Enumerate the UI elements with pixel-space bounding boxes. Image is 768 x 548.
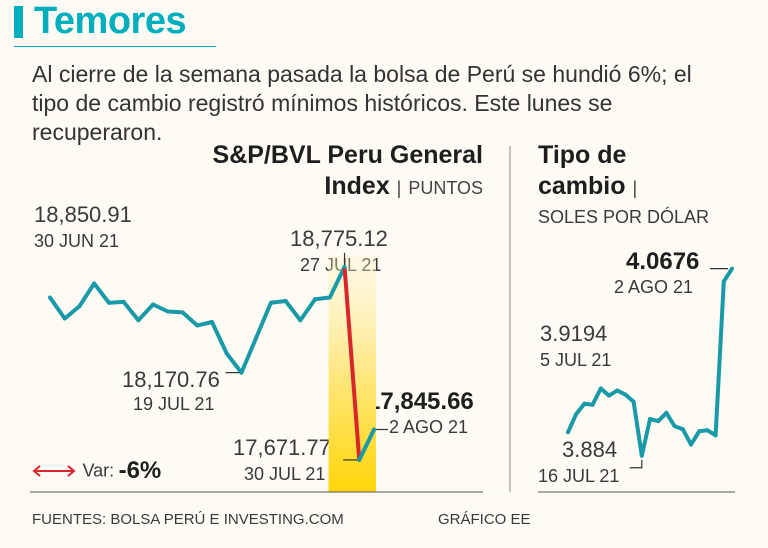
index-point <box>151 302 156 307</box>
fx-title-line1: Tipo de <box>538 141 627 169</box>
fx-point <box>689 442 693 447</box>
variation-label: Var: <box>82 460 115 481</box>
index-title-line1: S&P/BVL Peru General <box>212 141 483 169</box>
variation-legend: Var: -6% <box>30 457 161 485</box>
index-point <box>92 281 97 286</box>
index-point <box>136 318 141 323</box>
fx-point <box>590 402 595 407</box>
fx-point <box>574 411 579 416</box>
index-chart-title: S&P/BVL Peru General Index | PUNTOS <box>180 140 483 204</box>
fx-low-value: 3.884 <box>562 437 618 462</box>
index-point <box>313 297 318 302</box>
fx-point <box>713 433 718 438</box>
fx-point <box>680 427 685 432</box>
footer-sources: FUENTES: BOLSA PERÚ E INVESTING.COM <box>32 511 344 528</box>
index-point <box>210 320 214 324</box>
index-point <box>239 370 244 375</box>
index-peak-value: 18,775.12 <box>290 226 388 251</box>
index-title-word: Index <box>324 172 390 200</box>
index-point <box>268 300 273 305</box>
fx-unit: SOLES POR DÓLAR <box>538 207 710 227</box>
title-underline <box>14 46 216 47</box>
fx-point <box>582 401 587 406</box>
index-point <box>298 318 303 323</box>
page-title: Temores <box>34 0 187 42</box>
index-start-date: 30 JUN 21 <box>34 231 120 251</box>
footer-credit: GRÁFICO EE <box>438 511 531 528</box>
index-point <box>165 309 170 314</box>
index-point <box>77 304 82 309</box>
fx-point <box>730 266 734 271</box>
fx-end-value: 4.0676 <box>626 248 700 275</box>
fx-low-date: 16 JUL 21 <box>538 466 620 486</box>
fx-end-date: 2 AGO 21 <box>614 277 694 297</box>
index-start-value: 18,850.91 <box>34 202 132 227</box>
index-unit: PUNTOS <box>408 178 483 198</box>
index-low1-value: 18,170.76 <box>122 367 220 392</box>
index-end-value: 17,845.66 <box>367 388 474 415</box>
variation-value: -6% <box>118 457 162 484</box>
fx-point <box>623 392 628 397</box>
index-point <box>195 323 200 328</box>
index-drop-segment <box>342 266 362 461</box>
fx-title-word: cambio <box>538 172 626 200</box>
index-point <box>283 299 288 303</box>
fx-start-value: 3.9194 <box>540 321 608 346</box>
fx-point <box>664 410 669 415</box>
fx-point <box>566 430 570 435</box>
fx-series-line <box>566 267 734 458</box>
index-point <box>254 335 259 340</box>
fx-low-leader <box>629 459 643 469</box>
index-point <box>121 299 126 304</box>
index-point <box>224 351 229 356</box>
index-low2-value: 17,671.77 <box>233 435 331 460</box>
index-point <box>48 295 52 300</box>
fx-point <box>672 424 677 429</box>
fx-point <box>697 429 702 434</box>
fx-chart-title: Tipo de cambio | <box>538 140 637 204</box>
index-point <box>180 310 185 315</box>
index-end-date: 2 AGO 21 <box>389 417 469 437</box>
fx-point <box>631 399 636 404</box>
index-point <box>106 300 111 305</box>
double-arrow-icon <box>32 465 76 477</box>
fx-point <box>648 417 652 422</box>
index-point <box>342 264 347 269</box>
fx-title-line2: cambio | <box>538 172 638 200</box>
fx-point <box>705 428 710 433</box>
index-title-line2: Index | PUNTOS <box>324 172 483 200</box>
index-point <box>62 316 67 321</box>
fx-point <box>615 388 620 393</box>
subtitle: Al cierre de la semana pasada la bolsa d… <box>32 61 692 145</box>
index-low2-date: 30 JUL 21 <box>244 464 326 484</box>
index-point <box>372 427 376 432</box>
fx-point <box>656 419 661 424</box>
fx-point <box>598 386 603 391</box>
fx-point <box>639 453 644 458</box>
index-point <box>357 457 362 462</box>
title-accent-bar <box>14 6 23 38</box>
fx-start-date: 5 JUL 21 <box>540 350 612 370</box>
index-point <box>327 295 332 300</box>
index-low1-date: 19 JUL 21 <box>133 394 215 414</box>
fx-point <box>721 279 726 284</box>
index-recovery-segment <box>357 428 376 461</box>
fx-point <box>607 393 611 398</box>
